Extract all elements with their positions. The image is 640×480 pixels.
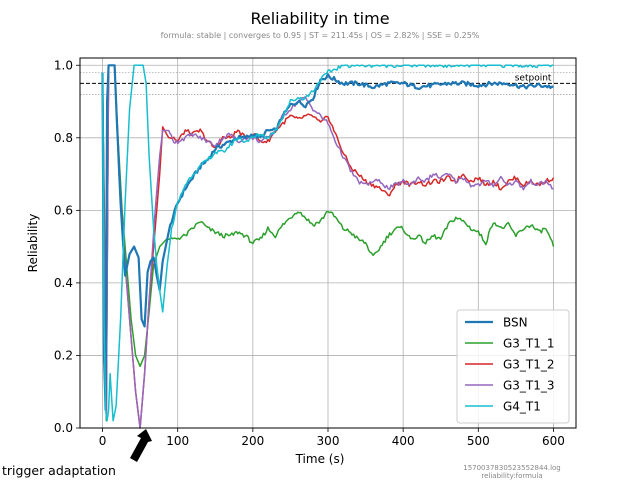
x-tick-label: 300 <box>317 434 340 448</box>
legend-label: G4_T1 <box>503 400 541 414</box>
y-tick-label: 0.8 <box>54 131 73 145</box>
x-tick-label: 200 <box>241 434 264 448</box>
setpoint-label: setpoint <box>515 73 552 83</box>
annotation-arrow <box>130 429 152 462</box>
legend-label: G3_T1_3 <box>503 379 555 393</box>
legend-box <box>456 309 570 424</box>
series-lines <box>101 64 555 429</box>
x-tick-label: 600 <box>542 434 565 448</box>
x-tick-label: 0 <box>99 434 107 448</box>
x-axis-label: Time (s) <box>295 452 345 466</box>
legend-label: G3_T1_2 <box>503 358 555 372</box>
x-tick-label: 500 <box>467 434 490 448</box>
x-axis-ticks: 0 100 200 300 400 500 600 <box>99 428 565 448</box>
y-tick-label: 0.4 <box>54 276 73 290</box>
legend-label: G3_T1_1 <box>503 337 555 351</box>
chart-subtitle: formula: stable | converges to 0.95 | ST… <box>161 31 480 40</box>
x-tick-label: 400 <box>392 434 415 448</box>
y-axis-label: Reliability <box>26 214 40 273</box>
y-tick-label: 0.6 <box>54 203 73 217</box>
footnote-formula: reliability:formula <box>481 472 542 480</box>
legend: BSN G3_T1_1 G3_T1_2 G3_T1_3 G4_T1 <box>456 309 570 424</box>
series-line-g3-t1-1 <box>101 64 555 422</box>
legend-label: BSN <box>503 316 528 330</box>
y-tick-label: 0.2 <box>54 348 73 362</box>
series-line-g4-t1 <box>101 64 554 422</box>
annotation-text: trigger adaptation <box>2 463 116 478</box>
x-tick-label: 100 <box>166 434 189 448</box>
y-tick-label: 0.0 <box>54 421 73 435</box>
y-axis-ticks: 0.0 0.2 0.4 0.6 0.8 1.0 <box>54 58 80 435</box>
series-line-g3-t1-2 <box>101 64 555 429</box>
footnote-log: 1570037830523552844.log <box>463 464 561 472</box>
y-tick-label: 1.0 <box>54 58 73 72</box>
setpoint-band: setpoint <box>80 72 576 95</box>
series-line-g3-t1-3 <box>101 64 554 429</box>
chart-title: Reliability in time <box>250 9 389 28</box>
